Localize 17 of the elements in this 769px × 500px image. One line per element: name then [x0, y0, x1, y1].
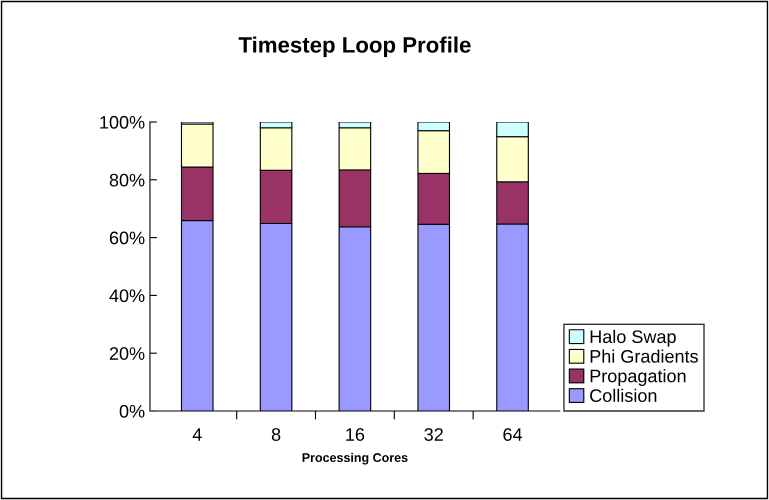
legend-label: Phi Gradients: [590, 349, 698, 363]
y-tick-label: 0%: [120, 404, 144, 418]
y-tick-label: 40%: [109, 289, 144, 302]
x-tick-label: 64: [503, 428, 522, 441]
legend-label: Propagation: [590, 369, 686, 386]
x-tick-label: 4: [192, 428, 202, 441]
y-tick-label: 60%: [110, 232, 144, 244]
legend-label: Collision: [590, 388, 656, 402]
x-tick-label: 32: [424, 428, 443, 441]
y-tick-label: 80%: [110, 174, 144, 187]
x-tick-label: 8: [272, 428, 280, 441]
x-tick-label: 16: [346, 428, 364, 441]
legend-label: Halo Swap: [590, 330, 676, 347]
y-tick-label: 100%: [100, 116, 144, 129]
chart-title: Timestep Loop Profile: [238, 36, 471, 58]
y-tick-label: 20%: [110, 347, 144, 360]
x-axis-title: Processing Cores: [302, 452, 408, 465]
